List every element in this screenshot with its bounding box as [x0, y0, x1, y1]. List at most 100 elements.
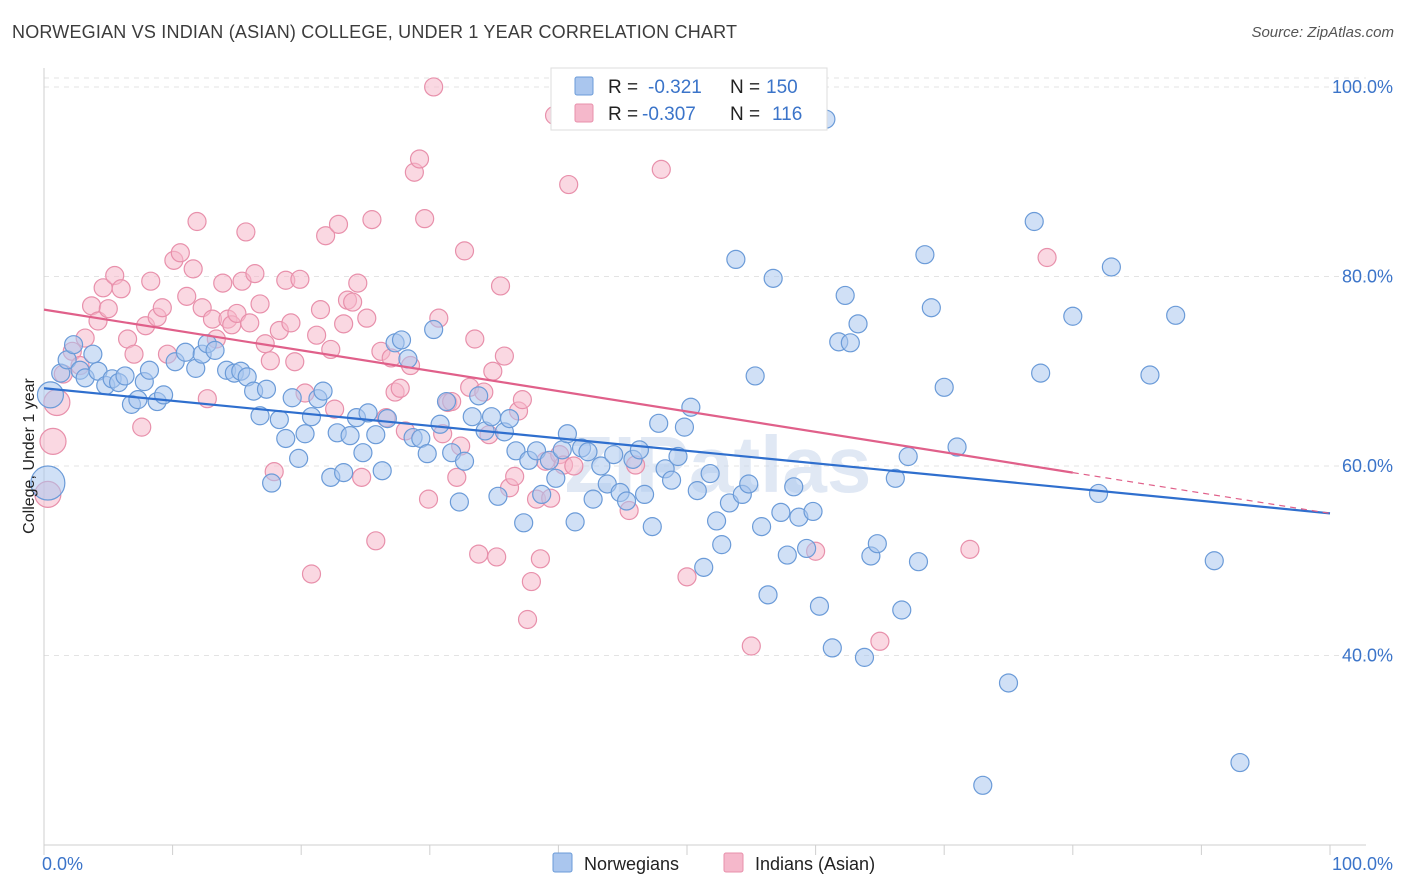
norwegians-point [353, 443, 373, 463]
norwegians-point [532, 484, 552, 505]
bottom-legend-label-norwegians: Norwegians [584, 854, 679, 874]
norwegians-point [796, 538, 817, 559]
norwegians-point [763, 268, 783, 288]
norwegians-point [973, 775, 993, 795]
legend-n-value-1: 150 [766, 77, 798, 98]
indians-asian-point [325, 399, 345, 419]
indians-asian-point [240, 313, 260, 333]
norwegians-point [694, 557, 714, 577]
norwegians-point [867, 534, 887, 554]
norwegians-point [282, 388, 302, 408]
indians-asian-point [260, 351, 280, 371]
legend-r-value-2: -0.307 [642, 104, 696, 125]
indians-asian-trend-line [43, 308, 1073, 474]
norwegians-point [898, 446, 918, 467]
indians-asian-point [124, 344, 144, 364]
indians-asian-point [465, 329, 485, 349]
norwegians-point [835, 285, 855, 306]
legend-swatch-norwegians [574, 76, 594, 96]
norwegians-point [334, 463, 354, 483]
indians-asian-point [281, 313, 301, 333]
norwegians-point [424, 319, 444, 340]
norwegians-point [514, 513, 534, 533]
norwegians-point [1140, 365, 1160, 385]
norwegians-point [578, 442, 598, 462]
indians-asian-point [152, 298, 172, 318]
chart-title: NORWEGIAN VS INDIAN (ASIAN) COLLEGE, UND… [12, 22, 738, 42]
indians-asian-point [1037, 247, 1057, 268]
source-credit: Source: ZipAtlas.com [1251, 24, 1394, 41]
indians-asian-point [490, 276, 511, 296]
indians-asian-point [316, 226, 336, 246]
x-tick-label-min: 0.0% [42, 854, 83, 874]
norwegians-point [668, 446, 688, 467]
norwegians-point [1063, 306, 1083, 326]
legend-swatch-indians [574, 103, 594, 123]
indians-asian-point [285, 352, 305, 372]
indians-asian-point [111, 279, 131, 299]
norwegians-point [1101, 257, 1121, 277]
norwegians-point [469, 386, 489, 406]
legend-r-label-2: R = [608, 104, 638, 125]
indians-asian-point [530, 549, 550, 569]
indians-asian-point [483, 361, 503, 381]
norwegians-point [36, 381, 65, 409]
norwegians-point [854, 647, 875, 667]
norwegians-point [745, 366, 765, 386]
bottom-legend-swatch-indians [723, 852, 744, 873]
norwegians-point [526, 441, 547, 461]
norwegians-point [1230, 752, 1250, 773]
norwegians-point [751, 517, 772, 537]
norwegians-point [449, 492, 469, 512]
norwegians-point [546, 468, 566, 488]
norwegians-point [506, 441, 526, 461]
indians-asian-point [334, 314, 354, 334]
norwegians-point [276, 428, 296, 449]
norwegians-point [262, 473, 282, 493]
norwegians-point [83, 344, 103, 364]
indians-asian-point [447, 467, 467, 487]
norwegians-point [340, 426, 360, 446]
norwegians-point [892, 600, 912, 620]
norwegians-point [301, 407, 322, 427]
indians-asian-point [677, 567, 697, 587]
norwegians-point [998, 673, 1019, 693]
norwegians-point [366, 425, 386, 445]
indians-asian-point [98, 299, 118, 319]
norwegians-point [921, 298, 941, 318]
indians-asian-point [236, 222, 256, 242]
indians-asian-point [301, 564, 322, 584]
norwegians-point [706, 511, 727, 531]
norwegians-point [115, 366, 135, 386]
norwegians-point [552, 440, 572, 460]
indians-asian-point [409, 149, 430, 169]
series-legend: Norwegians Indians (Asian) [552, 852, 875, 874]
indians-asian-point [741, 636, 761, 656]
norwegians-point [771, 502, 791, 523]
norwegians-point [726, 249, 746, 270]
indians-asian-point [362, 210, 382, 230]
legend-n-value-2: 116 [772, 104, 802, 125]
norwegians-point [391, 330, 412, 350]
legend-n-label-1: N = [730, 77, 760, 98]
indians-asian-point [505, 466, 525, 486]
indians-asian-point [357, 308, 377, 328]
indians-asian-point [290, 269, 310, 289]
norwegians-point [63, 335, 84, 355]
norwegians-point [784, 477, 804, 497]
norwegians-point [128, 390, 148, 410]
norwegians-point [583, 489, 603, 509]
indians-asian-point [494, 346, 514, 366]
norwegians-point [591, 456, 611, 476]
indians-asian-point [424, 77, 444, 97]
indians-asian-point [348, 273, 368, 293]
norwegians-point [539, 450, 559, 470]
norwegians-point [712, 535, 732, 555]
indians-asian-point [141, 271, 161, 291]
norwegians-points [30, 109, 1250, 795]
y-tick-labels: 40.0% 60.0% 80.0% 100.0% [1332, 77, 1393, 666]
legend-r-label-1: R = [608, 77, 638, 98]
norwegians-point [1166, 305, 1186, 325]
indians-asian-point [517, 609, 538, 630]
